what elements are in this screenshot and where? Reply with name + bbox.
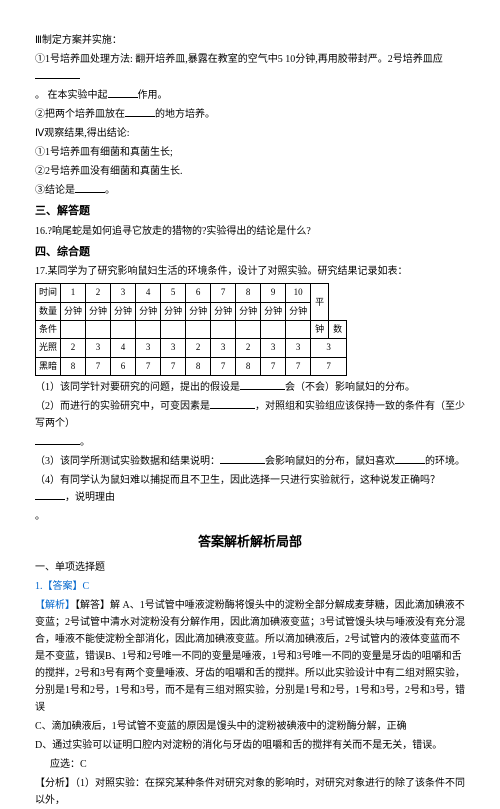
answer-section-title: 答案解析解析局部 [35,531,465,553]
table-row: 条件钟数 [36,320,347,338]
table-row: 黑暗87677878777 [36,357,347,375]
text-line: Ⅲ制定方案并实施： [35,32,465,49]
sub-question-2b: 。 [35,434,465,451]
text-line: Ⅳ观察结果,得出结论: [35,125,465,142]
section-4-title: 四、综合题 [35,243,465,262]
sub-question-4b: 。 [35,508,465,525]
table-row: 时间12345678910平 [36,284,347,302]
question-16: 16.?响尾蛇是如何追寻它放走的猎物的?实验得出的结论是什么? [35,223,465,240]
table-row: 数量分钟分钟分钟分钟分钟分钟分钟分钟分钟分钟 [36,302,347,320]
text-line: ③结论是。 [35,182,465,199]
answer-1: 1.【答案】C [35,578,465,595]
question-17: 17.某同学为了研究影响鼠妇生活的环境条件，设计了对照实验。研究结果记录如表： [35,263,465,280]
text-line: ①1号培养皿处理方法: 翻开培养皿,暴露在教室的空气中5 10分钟,再用胶带封严… [35,51,465,85]
sub-question-3: （3）该同学所测试实验数据和结果说明：会影响鼠妇的分布，鼠妇喜欢的环境。 [35,453,465,470]
text-line: ①1号培养皿有细菌和真菌生长; [35,144,465,161]
answer-subsection: 一、单项选择题 [35,559,465,576]
text-line: 。 在本实验中起作用。 [35,87,465,104]
sub-question-2: （2）而进行的实验研究中，可变因素是，对照组和实验组应该保持一致的条件有（至少写… [35,398,465,432]
text-line: ②把两个培养皿放在的地方培养。 [35,106,465,123]
option-c: C、滴加碘液后，1号试管不变蓝的原因是馒头中的淀粉被碘液中的淀粉酶分解，正确 [35,718,465,735]
sub-question-4: （4）有同学认为鼠妇难以捕捉而且不卫生，因此选择一只进行实验就行，这种说发正确吗… [35,472,465,506]
data-table: 时间12345678910平 数量分钟分钟分钟分钟分钟分钟分钟分钟分钟分钟 条件… [35,283,347,375]
analysis-text: 【解析】【解答】解 A、1号试管中唾液淀粉酶将馒头中的淀粉全部分解成麦芽糖，因此… [35,597,465,716]
answer-choice: 应选：C [35,756,465,773]
sub-question-1: （1）该同学针对要研究的问题，提出的假设是会（不会）影响鼠妇的分布。 [35,379,465,396]
section-3-title: 三、解答题 [35,202,465,221]
table-row: 光照23433232333 [36,339,347,357]
option-d: D、通过实验可以证明口腔内对淀粉的消化与牙齿的咀嚼和舌的搅拌有关而不是无关，错误… [35,737,465,754]
text-line: ②2号培养皿没有细菌和真菌生长. [35,163,465,180]
analysis-point: 【分析】（1）对照实验：在探究某种条件对研究对象的影响时，对研究对象进行的除了该… [35,775,465,809]
